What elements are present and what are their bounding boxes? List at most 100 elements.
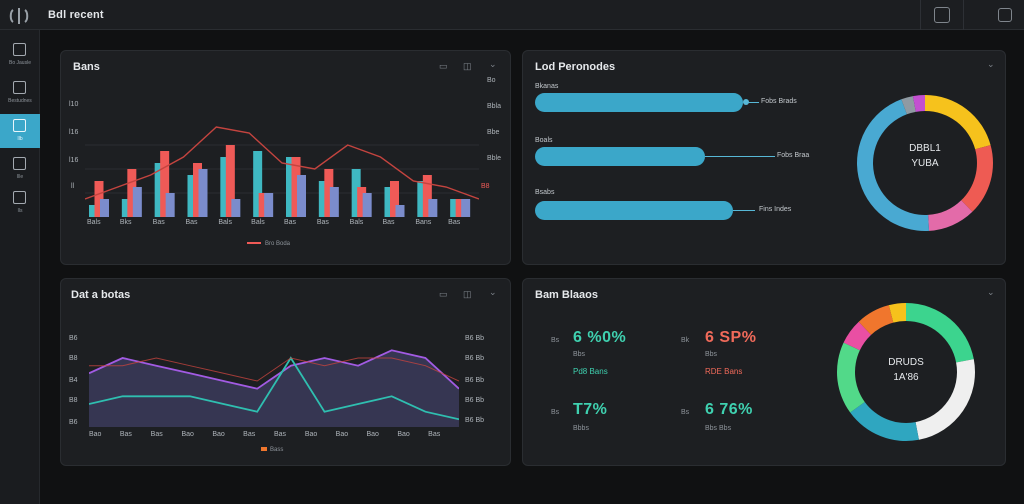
bar bbox=[318, 181, 328, 217]
kpi-marker: Bs bbox=[551, 409, 560, 416]
x-tick: Bao bbox=[335, 431, 349, 438]
bar bbox=[428, 199, 438, 217]
chevron-down-icon[interactable]: ⌄ bbox=[987, 287, 995, 297]
sidebar-item-3[interactable]: Ille bbox=[0, 152, 40, 186]
y-tick-right: Bbe bbox=[487, 129, 500, 136]
x-tick: Bao bbox=[89, 431, 102, 438]
sidebar-item-4[interactable]: Ils bbox=[0, 186, 40, 220]
kpi-value: T7% bbox=[573, 401, 608, 418]
settings-icon bbox=[13, 191, 26, 204]
bar bbox=[127, 169, 137, 217]
x-tick: Bas bbox=[448, 219, 461, 226]
bar bbox=[160, 151, 170, 217]
bar bbox=[225, 145, 235, 217]
y-tick-right: B6 Bb bbox=[465, 417, 485, 424]
sidebar: Bo Jausle Bestudnes Ilb Ille Ils bbox=[0, 30, 40, 504]
bar bbox=[417, 181, 427, 217]
layout-icon[interactable] bbox=[934, 7, 950, 23]
chart-legend: Bass bbox=[261, 447, 283, 453]
dat-panel: Dat a botas ▭ ◫ ⌄ B6 B8 B4 B8 B6 B6 Bb B… bbox=[60, 278, 511, 466]
y-tick: B8 bbox=[69, 355, 78, 362]
bar bbox=[89, 205, 98, 217]
kpi-marker: Bs bbox=[551, 337, 560, 344]
x-tick: Bas bbox=[274, 431, 287, 438]
grid-icon[interactable] bbox=[998, 8, 1012, 22]
bar-connector bbox=[747, 102, 759, 103]
bar bbox=[461, 199, 471, 217]
x-tick: Bals bbox=[349, 219, 364, 226]
panel-title: Bans bbox=[73, 61, 100, 73]
donut-slice bbox=[928, 200, 973, 231]
chevron-down-icon[interactable]: ⌄ bbox=[987, 59, 995, 69]
kpi-sub-label: Bbbs bbox=[573, 425, 589, 432]
y-tick-right: B6 Bb bbox=[465, 397, 485, 404]
bar bbox=[362, 193, 372, 217]
horizontal-bar bbox=[535, 93, 743, 112]
x-tick: Bas bbox=[382, 219, 395, 226]
chart-legend: Bro Boda bbox=[247, 241, 290, 247]
bar bbox=[132, 187, 142, 217]
expand-icon[interactable]: ▭ bbox=[439, 61, 448, 71]
panel-title: Dat a botas bbox=[71, 289, 131, 301]
bar bbox=[193, 163, 202, 217]
donut-slice bbox=[837, 342, 865, 413]
donut-center-line: DBBL1 bbox=[909, 143, 941, 154]
donut-center-label: DBBL1 YUBA bbox=[895, 141, 955, 171]
right-marker: B8 bbox=[481, 183, 490, 190]
bar bbox=[198, 169, 208, 217]
table-icon bbox=[13, 119, 26, 132]
x-tick: Bas bbox=[316, 219, 329, 226]
y-tick: B4 bbox=[69, 377, 78, 384]
x-axis-labels: Bals Bks Bas Bas Bals Bals Bas Bas Bals Bas Bans Ba… bbox=[85, 219, 479, 229]
trend-line bbox=[85, 126, 479, 200]
x-tick: Bas bbox=[284, 219, 297, 226]
donut-slice bbox=[906, 303, 974, 363]
donut-slice bbox=[888, 303, 906, 323]
sidebar-item-0[interactable]: Bo Jausle bbox=[0, 38, 40, 72]
sidebar-item-label: Ilb bbox=[17, 136, 23, 142]
bar-value: Fins Indes bbox=[759, 206, 792, 213]
sidebar-item-label: Ils bbox=[17, 208, 23, 214]
chart-icon bbox=[13, 81, 26, 94]
y-tick-right: Bbla bbox=[487, 103, 502, 110]
bar bbox=[291, 157, 301, 217]
donut-center-label: DRUDS 1A'86 bbox=[876, 355, 936, 385]
donut-slice bbox=[858, 305, 894, 335]
donut-slice bbox=[925, 95, 991, 150]
sidebar-item-label: Bestudnes bbox=[8, 98, 32, 104]
x-tick: Bals bbox=[218, 219, 232, 226]
menu-icon[interactable]: ⌄ bbox=[489, 59, 497, 69]
sidebar-item-2[interactable]: Ilb bbox=[0, 114, 40, 148]
y-tick-right: Bo bbox=[487, 77, 496, 84]
sidebar-item-1[interactable]: Bestudnes bbox=[0, 76, 40, 110]
x-tick: Bao bbox=[181, 431, 194, 438]
filter-icon[interactable]: ◫ bbox=[463, 61, 472, 71]
bar bbox=[395, 205, 405, 217]
x-tick: Bks bbox=[119, 219, 132, 226]
x-tick: Bans bbox=[415, 219, 432, 226]
donut-chart bbox=[837, 303, 975, 441]
bar bbox=[258, 193, 268, 217]
expand-icon[interactable]: ▭ bbox=[439, 289, 448, 299]
bar-connector bbox=[733, 210, 755, 211]
kpi-marker: Bs bbox=[681, 409, 690, 416]
donut-slice bbox=[850, 401, 919, 441]
series-line bbox=[89, 356, 459, 421]
menu-icon[interactable]: ⌄ bbox=[489, 287, 497, 297]
y-tick-right: B6 Bb bbox=[465, 377, 485, 384]
app-logo-icon bbox=[9, 8, 29, 24]
y-tick: B8 bbox=[69, 397, 78, 404]
donut-center-line: 1A'86 bbox=[893, 372, 919, 383]
bar bbox=[253, 151, 263, 217]
bar bbox=[390, 181, 399, 217]
filter-icon[interactable]: ◫ bbox=[463, 289, 472, 299]
series-line bbox=[89, 349, 459, 390]
panel-title: Bam Blaaos bbox=[535, 289, 598, 301]
bar bbox=[297, 175, 306, 217]
y-tick: B6 bbox=[69, 335, 78, 342]
bar bbox=[286, 157, 295, 217]
top-divider bbox=[963, 0, 964, 30]
bar bbox=[422, 175, 432, 217]
bar-marker bbox=[743, 99, 749, 105]
bar bbox=[329, 187, 339, 217]
